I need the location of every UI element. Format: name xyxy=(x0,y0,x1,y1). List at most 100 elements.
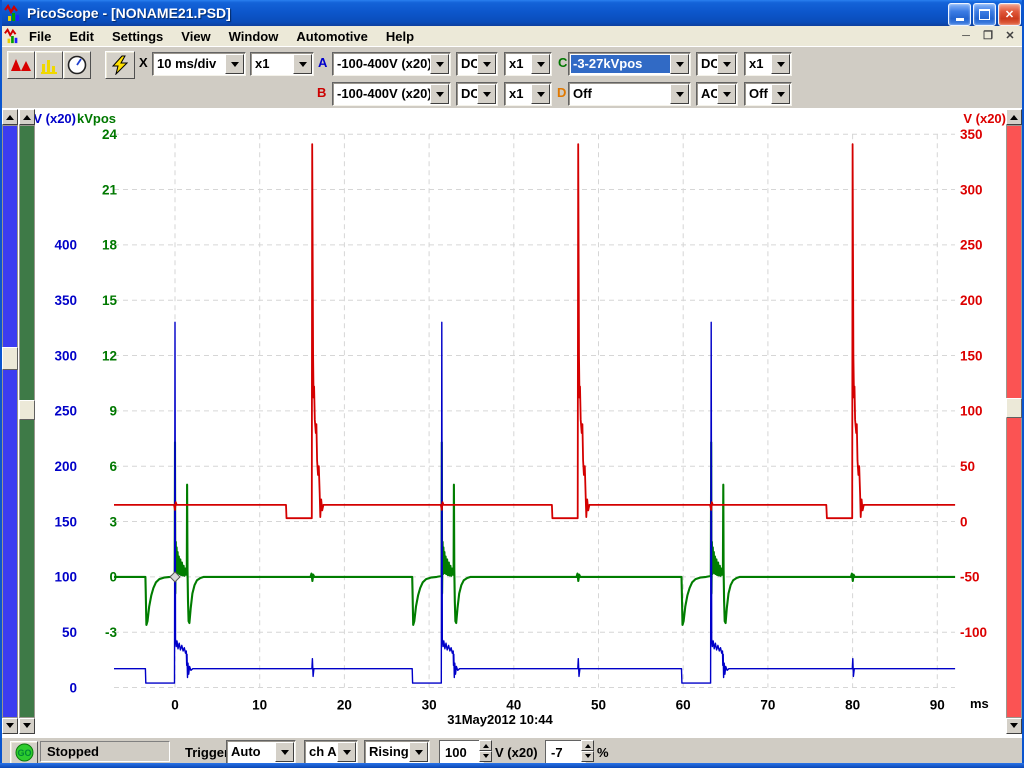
arrow-up-icon xyxy=(23,111,31,120)
trigger-edge-select[interactable]: Rising xyxy=(364,740,430,764)
dropdown-arrow-icon[interactable] xyxy=(771,84,790,104)
scrollbar-thumb[interactable] xyxy=(19,400,35,420)
scroll-up-button[interactable] xyxy=(1006,109,1022,125)
dropdown-arrow-icon[interactable] xyxy=(531,84,550,104)
x-multiplier-value: x1 xyxy=(255,56,294,71)
channel-c-label: C xyxy=(558,55,567,70)
close-button[interactable]: ✕ xyxy=(998,3,1021,26)
menu-settings[interactable]: Settings xyxy=(103,27,172,46)
channel-b-range-select[interactable]: -100-400V (x20) xyxy=(332,82,451,106)
axis-tick-label: 60 xyxy=(676,698,691,713)
dropdown-arrow-icon[interactable] xyxy=(670,84,689,104)
menu-window[interactable]: Window xyxy=(220,27,288,46)
x-multiplier-select[interactable]: x1 xyxy=(250,52,314,76)
channel-d-range-select[interactable]: Off xyxy=(568,82,691,106)
timebase-x-label: X xyxy=(139,55,148,70)
axis-tick-label: 50 xyxy=(960,459,975,474)
channel-d-probe-value: Off xyxy=(749,86,772,101)
dropdown-arrow-icon[interactable] xyxy=(670,54,689,74)
trigger-mode-select[interactable]: Auto xyxy=(226,740,296,764)
axis-tick-label: 200 xyxy=(54,459,77,474)
scrollbar-thumb[interactable] xyxy=(1006,398,1022,418)
spin-down-button[interactable] xyxy=(479,751,492,762)
trigger-delay-value: -7 xyxy=(551,745,563,760)
axis-tick-label: 0 xyxy=(171,698,179,713)
channel-c-range-select[interactable]: -3-27kVpos xyxy=(568,52,691,76)
scroll-down-button[interactable] xyxy=(1006,718,1022,734)
go-icon: GO xyxy=(15,743,34,762)
menu-file[interactable]: File xyxy=(20,27,60,46)
mdi-minimize-button[interactable]: ─ xyxy=(958,28,974,43)
scope-view-button[interactable] xyxy=(7,51,35,79)
meter-view-button[interactable] xyxy=(63,51,91,79)
y-axis-ticks-blue: 400350300250200150100500 xyxy=(54,238,77,696)
y-axis-ticks-green: 24211815129630-3 xyxy=(102,127,118,640)
dropdown-arrow-icon[interactable] xyxy=(477,54,496,74)
channel-c-coupling-select[interactable]: DC xyxy=(696,52,738,76)
channel-d-probe-select[interactable]: Off xyxy=(744,82,792,106)
spin-down-button[interactable] xyxy=(581,751,594,762)
status-panel: Stopped xyxy=(40,741,170,762)
trigger-threshold-input[interactable]: 100 xyxy=(439,740,484,764)
arrow-down-icon xyxy=(585,754,591,761)
menu-automotive[interactable]: Automotive xyxy=(287,27,377,46)
axis-tick-label: 0 xyxy=(960,514,968,529)
waveform-canvas[interactable]: 40035030025020015010050024211815129630-3… xyxy=(35,108,1007,736)
timebase-select[interactable]: 10 ms/div xyxy=(152,52,246,76)
menu-edit[interactable]: Edit xyxy=(60,27,103,46)
axis-tick-label: 300 xyxy=(54,348,77,363)
dropdown-arrow-icon[interactable] xyxy=(293,54,312,74)
spin-up-button[interactable] xyxy=(479,740,492,751)
trigger-delay-spinner[interactable] xyxy=(581,740,594,762)
channel-c-offset-scrollbar[interactable] xyxy=(19,109,35,734)
channel-a-range-select[interactable]: -100-400V (x20) xyxy=(332,52,451,76)
trigger-source-select[interactable]: ch A xyxy=(304,740,358,764)
dropdown-arrow-icon[interactable] xyxy=(477,84,496,104)
go-button[interactable]: GO xyxy=(10,741,38,764)
scrollbar-track[interactable] xyxy=(19,125,35,718)
scroll-down-button[interactable] xyxy=(2,718,18,734)
channel-c-coupling-value: DC xyxy=(701,56,718,71)
channel-b-coupling-select[interactable]: DC xyxy=(456,82,498,106)
channel-b-probe-select[interactable]: x1 xyxy=(504,82,552,106)
channel-b-offset-scrollbar[interactable] xyxy=(1006,109,1022,734)
channel-a-coupling-select[interactable]: DC xyxy=(456,52,498,76)
auto-setup-button[interactable] xyxy=(105,51,135,79)
menu-view[interactable]: View xyxy=(172,27,219,46)
scrollbar-track[interactable] xyxy=(1006,125,1022,718)
dropdown-arrow-icon[interactable] xyxy=(771,54,790,74)
dropdown-arrow-icon[interactable] xyxy=(409,742,428,762)
axis-tick-label: 400 xyxy=(54,238,77,253)
spectrum-view-button[interactable] xyxy=(35,51,63,79)
scroll-up-button[interactable] xyxy=(19,109,35,125)
dropdown-arrow-icon[interactable] xyxy=(430,54,449,74)
scroll-down-button[interactable] xyxy=(19,718,35,734)
trigger-delay-input[interactable]: -7 xyxy=(545,740,586,764)
dropdown-arrow-icon[interactable] xyxy=(275,742,294,762)
dropdown-arrow-icon[interactable] xyxy=(430,84,449,104)
scrollbar-track[interactable] xyxy=(2,125,18,718)
trigger-threshold-spinner[interactable] xyxy=(479,740,492,762)
dropdown-arrow-icon[interactable] xyxy=(225,54,244,74)
scroll-up-button[interactable] xyxy=(2,109,18,125)
axis-tick-label: 200 xyxy=(960,293,983,308)
axis-tick-label: 30 xyxy=(422,698,437,713)
dropdown-arrow-icon[interactable] xyxy=(531,54,550,74)
minimize-button[interactable] xyxy=(948,3,971,26)
mdi-close-button[interactable]: ✕ xyxy=(1002,28,1018,43)
scrollbar-thumb[interactable] xyxy=(2,347,18,370)
channel-a-offset-scrollbar[interactable] xyxy=(2,109,18,734)
trigger-label: Trigger xyxy=(185,745,229,760)
dropdown-arrow-icon[interactable] xyxy=(717,84,736,104)
dropdown-arrow-icon[interactable] xyxy=(717,54,736,74)
restore-button[interactable] xyxy=(973,3,996,26)
spin-up-button[interactable] xyxy=(581,740,594,751)
dropdown-arrow-icon[interactable] xyxy=(337,742,356,762)
spectrum-bars-icon xyxy=(38,56,60,74)
channel-d-coupling-select[interactable]: AC xyxy=(696,82,738,106)
mdi-restore-button[interactable]: ❐ xyxy=(980,28,996,43)
axis-tick-label: 250 xyxy=(54,404,77,419)
channel-c-probe-select[interactable]: x1 xyxy=(744,52,792,76)
menu-help[interactable]: Help xyxy=(377,27,423,46)
channel-a-probe-select[interactable]: x1 xyxy=(504,52,552,76)
